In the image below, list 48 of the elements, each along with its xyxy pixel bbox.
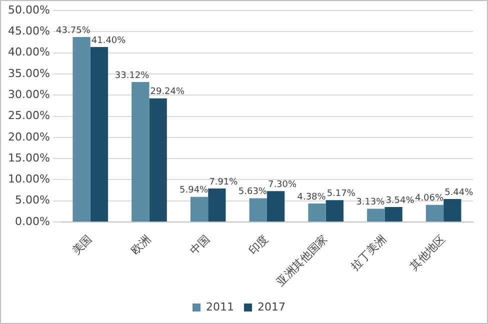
data-label: 33.12%: [114, 70, 150, 81]
data-label: 43.75%: [56, 26, 91, 36]
data-label: 3.13%: [356, 198, 386, 208]
bar: [326, 200, 344, 222]
legend-label: 2017: [258, 300, 286, 314]
data-label: 5.94%: [180, 186, 209, 196]
data-label: 5.44%: [444, 188, 474, 198]
x-tick-label: 拉丁美洲: [348, 232, 389, 273]
bar: [444, 198, 462, 222]
bar: [90, 46, 108, 222]
y-tick-label: 15.00%: [8, 151, 50, 164]
bar: [266, 191, 285, 222]
y-tick-label: 20.00%: [8, 130, 50, 144]
x-tick-label: 印度: [246, 232, 272, 258]
x-tick-label: 亚洲其他国家: [274, 232, 330, 288]
bar: [190, 196, 208, 222]
data-label: 5.17%: [326, 188, 356, 199]
x-tick-label: 欧洲: [128, 232, 154, 258]
bar: [308, 203, 326, 222]
bar: [249, 198, 267, 222]
y-tick-label: 40.00%: [8, 46, 50, 59]
y-tick-label: 10.00%: [8, 172, 50, 186]
bar: [426, 204, 444, 222]
y-tick-label: 35.00%: [8, 66, 50, 80]
data-label: 7.91%: [209, 177, 238, 188]
bar: [208, 188, 226, 222]
x-tick-label: 中国: [188, 232, 212, 258]
data-label: 7.30%: [268, 180, 298, 190]
x-tick-label: 美国: [70, 232, 95, 258]
y-tick-label: 25.00%: [8, 109, 50, 122]
data-label: 5.63%: [238, 187, 268, 198]
y-tick-label: 50.00%: [8, 3, 50, 16]
data-label: 4.38%: [297, 192, 326, 202]
data-label: 41.40%: [91, 36, 126, 46]
data-label: 29.24%: [150, 87, 186, 98]
y-tick-label: 45.00%: [8, 24, 50, 38]
data-label: 3.54%: [386, 196, 415, 206]
y-tick-label: 0.00%: [14, 214, 50, 228]
bar: [149, 98, 167, 222]
bar: [132, 82, 150, 222]
y-tick-label: 5.00%: [14, 194, 50, 207]
x-tick-label: 其他地区: [407, 232, 448, 273]
y-tick-label: 30.00%: [8, 88, 50, 102]
bar: [384, 207, 402, 222]
bar: [367, 208, 385, 222]
bar: [72, 37, 90, 222]
data-label: 4.06%: [414, 194, 444, 204]
legend-label: 2011: [206, 300, 234, 314]
